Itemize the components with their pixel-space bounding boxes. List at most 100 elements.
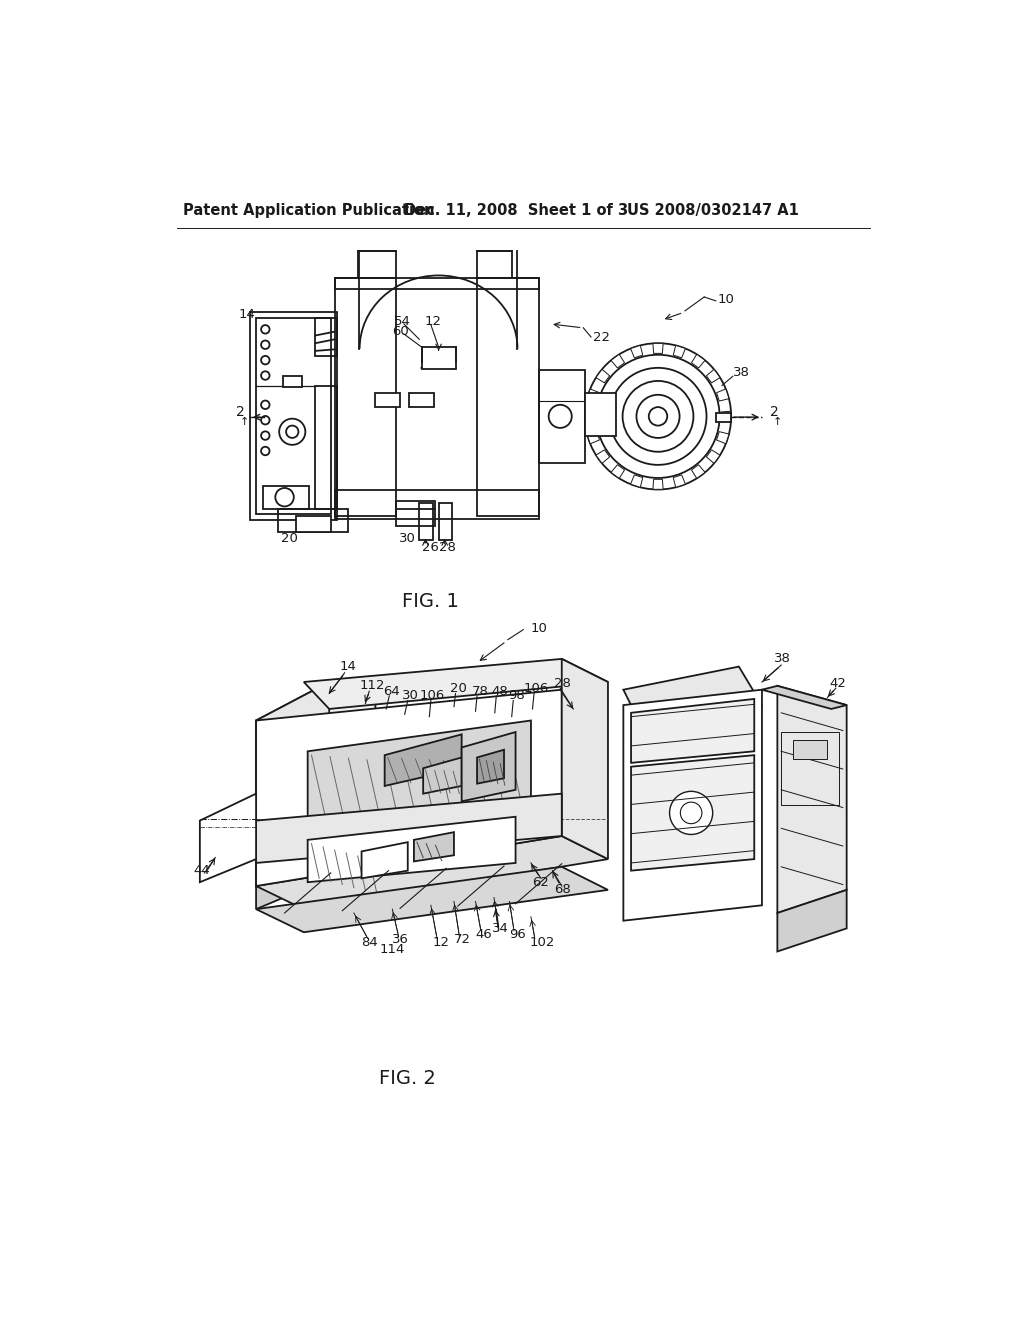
Text: 30: 30 xyxy=(399,532,416,545)
Text: 30: 30 xyxy=(401,689,419,702)
Circle shape xyxy=(286,425,298,438)
Circle shape xyxy=(261,356,269,364)
Polygon shape xyxy=(631,755,755,871)
Bar xyxy=(781,733,839,805)
Polygon shape xyxy=(611,354,625,368)
Bar xyxy=(477,251,512,277)
Bar xyxy=(419,503,433,540)
Text: 28: 28 xyxy=(554,677,571,690)
Bar xyxy=(285,733,300,743)
Circle shape xyxy=(261,400,269,409)
Polygon shape xyxy=(717,432,729,444)
Text: FIG. 1: FIG. 1 xyxy=(402,591,460,611)
Text: US 2008/0302147 A1: US 2008/0302147 A1 xyxy=(628,203,799,218)
Text: 20: 20 xyxy=(451,681,467,694)
Polygon shape xyxy=(585,412,595,421)
Polygon shape xyxy=(777,890,847,952)
Polygon shape xyxy=(256,836,608,909)
Text: 48: 48 xyxy=(490,685,508,698)
Polygon shape xyxy=(477,750,504,784)
Polygon shape xyxy=(653,479,664,490)
Bar xyxy=(585,393,615,436)
Text: 64: 64 xyxy=(383,685,399,698)
Polygon shape xyxy=(611,465,625,478)
Polygon shape xyxy=(762,686,847,709)
Polygon shape xyxy=(423,758,462,793)
Polygon shape xyxy=(691,465,706,478)
Bar xyxy=(438,503,453,540)
Text: ↑: ↑ xyxy=(773,417,782,426)
Polygon shape xyxy=(624,689,762,921)
Circle shape xyxy=(623,381,693,451)
Bar xyxy=(357,251,396,277)
Circle shape xyxy=(261,432,269,440)
Polygon shape xyxy=(674,475,685,487)
Text: 12: 12 xyxy=(432,936,450,949)
Circle shape xyxy=(275,488,294,507)
Polygon shape xyxy=(707,450,720,463)
Text: 26: 26 xyxy=(422,541,438,554)
Polygon shape xyxy=(596,370,609,383)
Text: 10: 10 xyxy=(717,293,734,306)
Text: 42: 42 xyxy=(829,677,847,690)
Bar xyxy=(410,393,434,407)
Text: 78: 78 xyxy=(472,685,488,698)
Text: 46: 46 xyxy=(475,928,493,941)
Bar xyxy=(376,393,400,407)
Text: 54: 54 xyxy=(394,315,411,329)
Circle shape xyxy=(261,446,269,455)
Bar xyxy=(396,502,435,525)
Bar xyxy=(793,739,827,759)
Text: 2: 2 xyxy=(236,405,245,420)
Text: 106: 106 xyxy=(523,681,549,694)
Polygon shape xyxy=(721,412,731,421)
Text: ↑: ↑ xyxy=(240,417,249,426)
Text: 20: 20 xyxy=(281,532,298,545)
Polygon shape xyxy=(462,733,515,801)
Bar xyxy=(315,385,337,508)
Polygon shape xyxy=(256,793,562,863)
Polygon shape xyxy=(631,700,755,763)
Polygon shape xyxy=(200,793,256,882)
Circle shape xyxy=(261,371,269,380)
Polygon shape xyxy=(707,370,720,383)
Bar xyxy=(296,516,331,532)
Text: 36: 36 xyxy=(392,933,410,946)
Text: Dec. 11, 2008  Sheet 1 of 3: Dec. 11, 2008 Sheet 1 of 3 xyxy=(403,203,628,218)
Polygon shape xyxy=(256,682,330,886)
Bar xyxy=(279,508,348,532)
Bar xyxy=(335,277,539,289)
Polygon shape xyxy=(307,817,515,882)
Text: 38: 38 xyxy=(733,366,751,379)
Text: 38: 38 xyxy=(773,652,791,665)
Text: 34: 34 xyxy=(493,921,509,935)
Text: 62: 62 xyxy=(532,875,549,888)
Polygon shape xyxy=(717,389,729,401)
Polygon shape xyxy=(256,682,376,737)
Text: 98: 98 xyxy=(508,689,524,702)
Bar xyxy=(283,376,302,387)
Text: 14: 14 xyxy=(340,660,357,673)
Circle shape xyxy=(680,803,701,824)
Bar xyxy=(267,733,283,743)
Polygon shape xyxy=(304,659,608,709)
Bar xyxy=(263,486,309,508)
Text: 114: 114 xyxy=(379,944,404,957)
Circle shape xyxy=(280,418,305,445)
Bar xyxy=(477,277,539,516)
Polygon shape xyxy=(587,432,599,444)
Bar xyxy=(256,318,331,515)
Text: 22: 22 xyxy=(593,330,609,343)
Bar xyxy=(315,318,337,356)
Polygon shape xyxy=(361,842,408,878)
Text: 112: 112 xyxy=(360,680,385,693)
Text: 12: 12 xyxy=(425,315,441,329)
Polygon shape xyxy=(256,689,562,886)
Circle shape xyxy=(549,405,571,428)
Circle shape xyxy=(609,368,707,465)
Text: 68: 68 xyxy=(554,883,570,896)
Circle shape xyxy=(596,355,720,478)
Text: 2: 2 xyxy=(770,405,778,420)
Polygon shape xyxy=(385,734,462,785)
Polygon shape xyxy=(624,667,762,721)
